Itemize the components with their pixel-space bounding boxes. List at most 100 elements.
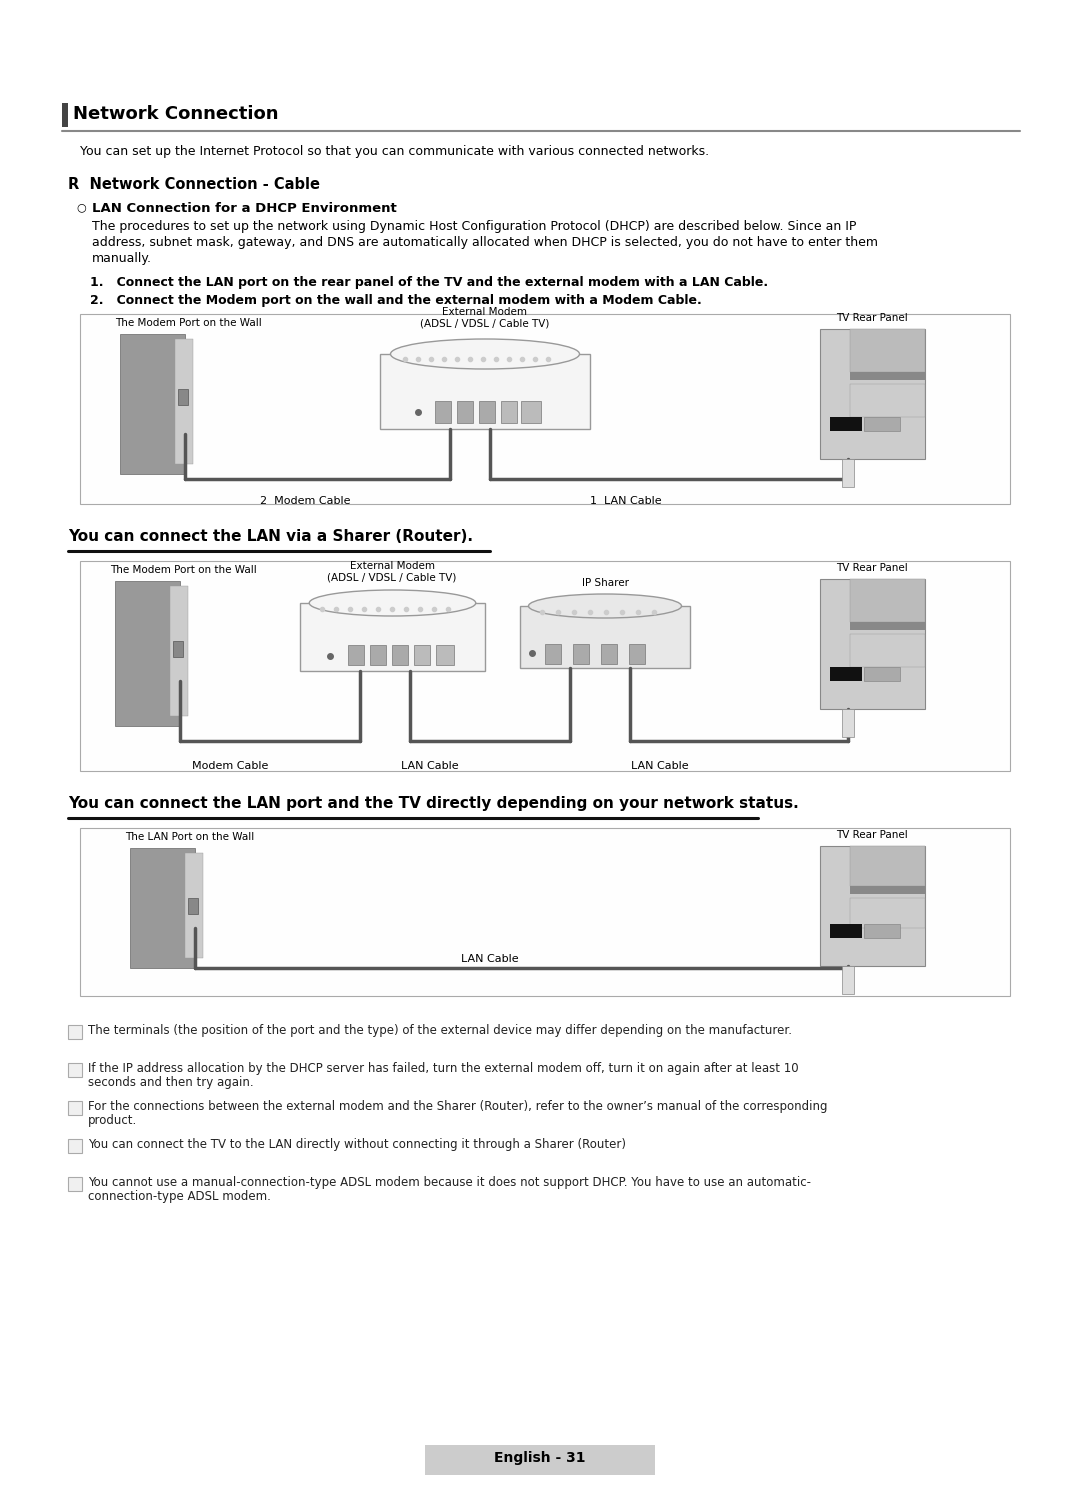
Bar [842, 966, 854, 994]
Text: connection-type ADSL modem.: connection-type ADSL modem. [87, 1190, 271, 1202]
Bar [501, 400, 517, 423]
Text: Modem Cable: Modem Cable [192, 760, 268, 771]
Text: You can set up the Internet Protocol so that you can communicate with various co: You can set up the Internet Protocol so … [80, 144, 710, 158]
Bar [864, 924, 900, 937]
Text: External Modem
(ADSL / VDSL / Cable TV): External Modem (ADSL / VDSL / Cable TV) [420, 307, 550, 329]
Bar [348, 644, 364, 665]
Text: For the connections between the external modem and the Sharer (Router), refer to: For the connections between the external… [87, 1100, 827, 1113]
Text: 2  Modem Cable: 2 Modem Cable [260, 496, 351, 506]
Text: You cannot use a manual-connection-type ADSL modem because it does not support D: You cannot use a manual-connection-type … [87, 1176, 811, 1189]
Text: LAN Cable: LAN Cable [401, 760, 459, 771]
Bar [80, 827, 1010, 995]
Bar [68, 1177, 82, 1190]
Text: TV Rear Panel: TV Rear Panel [836, 312, 908, 323]
Bar [68, 1138, 82, 1153]
Bar [850, 847, 924, 885]
Text: ○: ○ [76, 202, 85, 211]
Ellipse shape [391, 339, 580, 369]
Bar [850, 372, 924, 379]
Bar [170, 586, 188, 716]
Bar [178, 388, 188, 405]
Bar [850, 897, 924, 929]
Bar [864, 667, 900, 682]
Bar [80, 314, 1010, 504]
Text: You can connect the LAN port and the TV directly depending on your network statu: You can connect the LAN port and the TV … [68, 796, 799, 811]
Text: ANT IN: ANT IN [865, 926, 889, 931]
Text: product.: product. [87, 1115, 137, 1126]
Text: LAN: LAN [831, 926, 848, 934]
Bar [573, 644, 589, 664]
Bar [629, 644, 645, 664]
Text: The Modem Port on the Wall: The Modem Port on the Wall [110, 565, 257, 574]
Bar [120, 333, 185, 475]
Bar [62, 103, 68, 126]
Text: TV Rear Panel: TV Rear Panel [836, 562, 908, 573]
Text: LAN Connection for a DHCP Environment: LAN Connection for a DHCP Environment [92, 202, 396, 214]
Text: LAN: LAN [831, 668, 848, 677]
Text: The LAN Port on the Wall: The LAN Port on the Wall [125, 832, 254, 842]
Bar [188, 897, 198, 914]
Bar [392, 644, 408, 665]
Text: The terminals (the position of the port and the type) of the external device may: The terminals (the position of the port … [87, 1024, 792, 1037]
Text: English - 31: English - 31 [495, 1451, 585, 1466]
Text: LAN Cable: LAN Cable [461, 954, 518, 964]
Text: If the IP address allocation by the DHCP server has failed, turn the external mo: If the IP address allocation by the DHCP… [87, 1062, 798, 1074]
Text: The Modem Port on the Wall: The Modem Port on the Wall [114, 318, 261, 327]
Bar [831, 417, 862, 432]
Bar [850, 329, 924, 372]
Bar [831, 667, 862, 682]
Bar [850, 622, 924, 629]
Bar [68, 1101, 82, 1115]
Bar [850, 634, 924, 667]
Bar [300, 603, 485, 671]
Bar [850, 579, 924, 622]
Bar [820, 847, 924, 966]
Bar [521, 400, 541, 423]
Text: External Modem
(ADSL / VDSL / Cable TV): External Modem (ADSL / VDSL / Cable TV) [327, 561, 457, 583]
Text: IP Sharer: IP Sharer [581, 577, 629, 588]
Text: ANT IN: ANT IN [865, 668, 889, 674]
Text: 2.   Connect the Modem port on the wall and the external modem with a Modem Cabl: 2. Connect the Modem port on the wall an… [90, 295, 702, 307]
Ellipse shape [528, 594, 681, 618]
Text: address, subnet mask, gateway, and DNS are automatically allocated when DHCP is : address, subnet mask, gateway, and DNS a… [92, 237, 878, 248]
Bar [426, 1445, 654, 1475]
Bar [175, 339, 193, 464]
Text: 1  LAN Cable: 1 LAN Cable [590, 496, 662, 506]
Ellipse shape [309, 591, 476, 616]
Text: You can connect the LAN via a Sharer (Router).: You can connect the LAN via a Sharer (Ro… [68, 530, 473, 545]
Text: 1.   Connect the LAN port on the rear panel of the TV and the external modem wit: 1. Connect the LAN port on the rear pane… [90, 275, 768, 289]
Bar [850, 885, 924, 894]
Text: manually.: manually. [92, 251, 152, 265]
Bar [173, 641, 183, 658]
Text: ANT IN: ANT IN [865, 418, 889, 424]
Text: TV Rear Panel: TV Rear Panel [836, 830, 908, 841]
Bar [68, 1025, 82, 1039]
Text: The procedures to set up the network using Dynamic Host Configuration Protocol (: The procedures to set up the network usi… [92, 220, 856, 234]
Bar [68, 1062, 82, 1077]
Bar [820, 329, 924, 458]
Bar [414, 644, 430, 665]
Bar [380, 354, 590, 429]
Bar [842, 708, 854, 737]
Bar [864, 417, 900, 432]
Text: LAN Cable: LAN Cable [631, 760, 689, 771]
Bar [545, 644, 561, 664]
Bar [130, 848, 195, 969]
Bar [820, 579, 924, 708]
Bar [519, 606, 690, 668]
Bar [370, 644, 386, 665]
Text: R  Network Connection - Cable: R Network Connection - Cable [68, 177, 320, 192]
Bar [457, 400, 473, 423]
Bar [114, 580, 180, 726]
Text: Network Connection: Network Connection [73, 106, 279, 124]
Bar [850, 384, 924, 417]
Bar [185, 853, 203, 958]
Text: LAN: LAN [831, 418, 848, 427]
Text: seconds and then try again.: seconds and then try again. [87, 1076, 254, 1089]
Text: You can connect the TV to the LAN directly without connecting it through a Share: You can connect the TV to the LAN direct… [87, 1138, 626, 1152]
Bar [436, 644, 454, 665]
Bar [842, 458, 854, 487]
Bar [600, 644, 617, 664]
Bar [435, 400, 451, 423]
Bar [480, 400, 495, 423]
